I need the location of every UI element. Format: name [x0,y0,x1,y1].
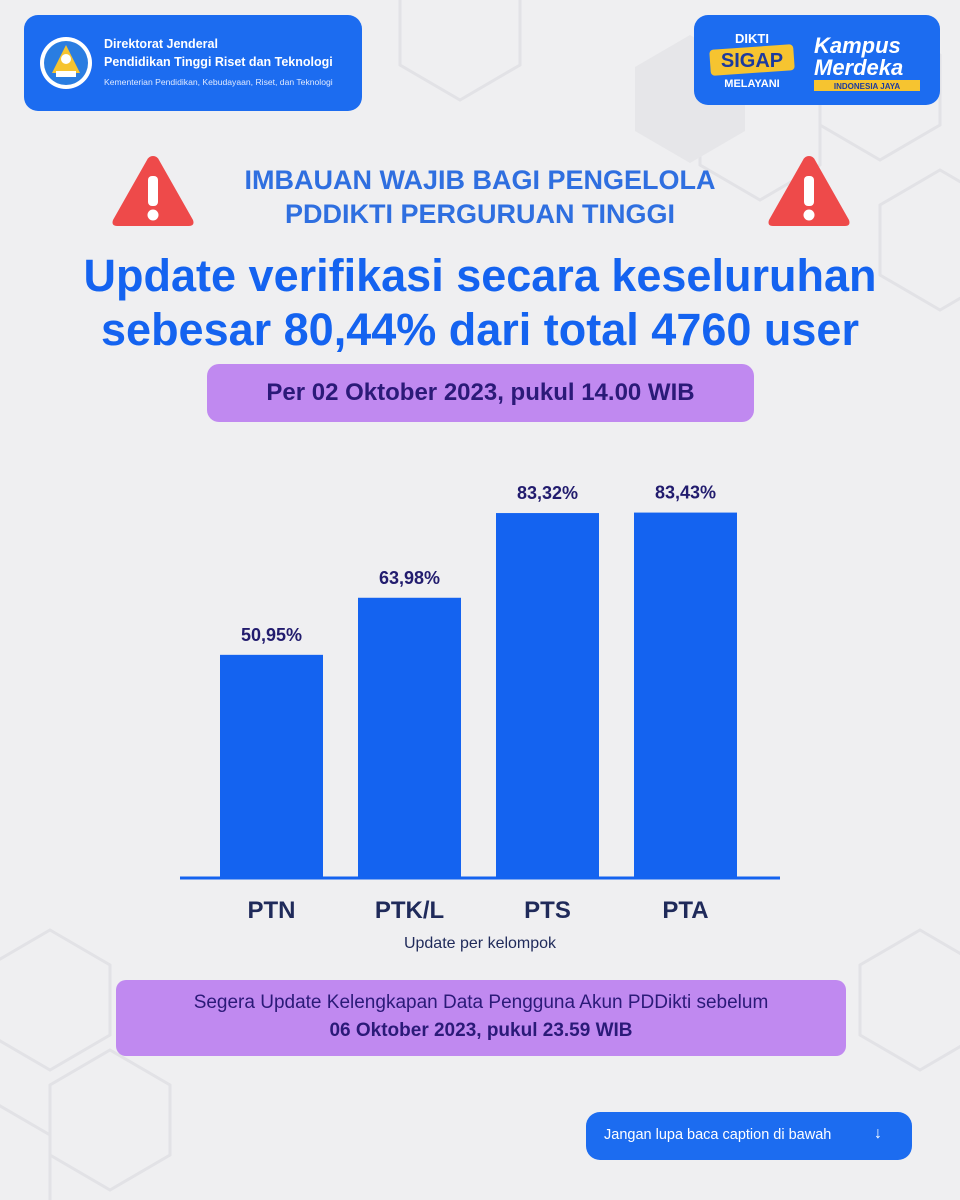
sigap-logo-mid: SIGAP [721,50,783,72]
sigap-logo-bottom: MELAYANI [724,78,779,90]
bar-pta [634,512,737,878]
bar-value-label: 63,98% [379,568,440,588]
category-label: PTA [662,897,708,924]
kampus-merdeka-logo: Kampus Merdeka INDONESIA JAYA [814,33,920,91]
org-name-line2: Pendidikan Tinggi Riset dan Teknologi [104,55,333,69]
category-label: PTN [248,897,296,924]
bar-value-label: 50,95% [241,625,302,645]
dikti-sigap-melayani-logo: DIKTI SIGAP MELAYANI [709,31,795,90]
headline-line2: sebesar 80,44% dari total 4760 user [101,304,859,355]
category-label: PTS [524,897,571,924]
bar-ptkl [358,597,461,878]
arrow-down-icon: ↓ [874,1125,882,1142]
bar-chart: Update per kelompok 50,95% PTN 63,98% PTK/L… [180,483,780,952]
caption-reminder-label: Jangan lupa baca caption di bawah [604,1127,832,1143]
caption-reminder-button[interactable]: Jangan lupa baca caption di bawah ↓ [586,1112,912,1160]
bar-value-label: 83,32% [517,483,578,503]
headline-line1: Update verifikasi secara keseluruhan [83,250,877,301]
category-label: PTK/L [375,897,444,924]
warning-icon [112,156,194,226]
tut-wuri-handayani-emblem-icon [40,37,92,89]
deadline-text: Segera Update Kelengkapan Data Pengguna … [193,992,769,1013]
advisory-title-line1: IMBAUAN WAJIB BAGI PENGELOLA [244,165,716,195]
warning-icon [768,156,850,226]
advisory-title-line2: PDDIKTI PERGURUAN TINGGI [284,199,675,229]
org-name-line1: Direktorat Jenderal [104,37,218,51]
km-logo-line3: INDONESIA JAYA [834,82,900,91]
km-logo-line1: Kampus [814,33,901,58]
km-logo-line2: Merdeka [814,55,903,80]
deadline-notice: Segera Update Kelengkapan Data Pengguna … [116,980,846,1056]
sigap-logo-top: DIKTI [735,31,769,46]
bar-pts [496,513,599,878]
bar-value-label: 83,43% [655,483,716,503]
campaign-badge: DIKTI SIGAP MELAYANI Kampus Merdeka INDO… [694,15,940,105]
ministry-name: Kementerian Pendidikan, Kebudayaan, Rise… [104,77,333,87]
deadline-date: 06 Oktober 2023, pukul 23.59 WIB [329,1020,633,1041]
ministry-badge: Direktorat Jenderal Pendidikan Tinggi Ri… [24,15,362,111]
date-label: Per 02 Oktober 2023, pukul 14.00 WIB [207,364,754,422]
bar-ptn [220,654,323,878]
chart-x-axis-label: Update per kelompok [404,935,557,952]
